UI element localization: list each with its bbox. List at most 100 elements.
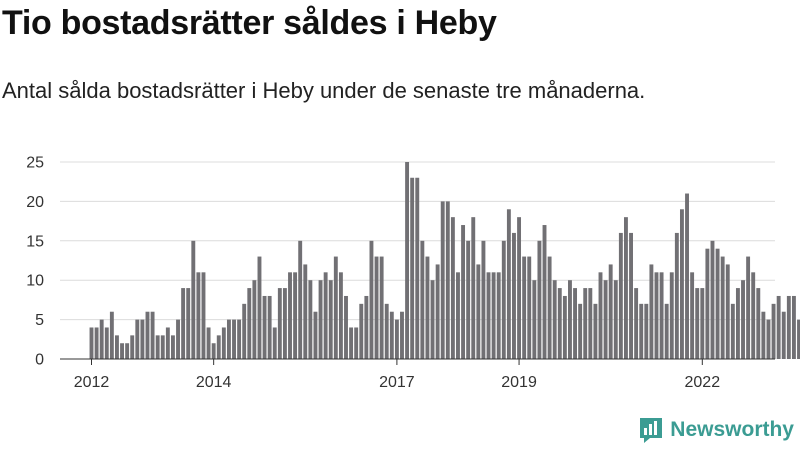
bar	[730, 303, 735, 359]
bars	[89, 162, 800, 359]
bar	[690, 272, 695, 359]
x-axis: 201220142017201920222024	[60, 358, 775, 391]
bar	[710, 240, 715, 359]
bar	[659, 272, 664, 359]
x-tick-label: 2014	[196, 374, 232, 391]
bar	[410, 177, 415, 359]
bar	[506, 209, 511, 359]
bar	[354, 327, 359, 359]
bar	[517, 217, 522, 359]
bar	[588, 288, 593, 359]
bar	[94, 327, 99, 359]
bar	[654, 272, 659, 359]
bar	[522, 256, 527, 359]
x-tick-label: 2012	[74, 374, 110, 391]
bar	[384, 303, 389, 359]
bar	[715, 248, 720, 359]
bar	[552, 280, 557, 359]
y-tick-label: 10	[26, 273, 44, 290]
bar	[532, 280, 537, 359]
bar	[359, 303, 364, 359]
bar	[791, 295, 796, 359]
bar	[598, 272, 603, 359]
bar	[99, 319, 104, 359]
bar	[481, 240, 486, 359]
bar	[735, 288, 740, 359]
bar	[282, 288, 287, 359]
bar	[170, 335, 175, 359]
bar	[751, 272, 756, 359]
bar	[746, 256, 751, 359]
bar	[277, 288, 282, 359]
bar	[608, 264, 613, 359]
x-tick-label: 2017	[379, 374, 415, 391]
bar	[461, 225, 466, 359]
bar	[303, 264, 308, 359]
bar	[242, 303, 247, 359]
bar	[629, 232, 633, 359]
bar	[186, 288, 191, 359]
bar	[160, 335, 165, 359]
x-tick-label: 2022	[685, 374, 721, 391]
bar	[415, 177, 420, 359]
bar	[557, 288, 562, 359]
bar	[369, 240, 374, 359]
bar	[471, 217, 476, 359]
bar	[725, 264, 730, 359]
bar	[786, 295, 791, 359]
bar	[496, 272, 501, 359]
bar	[542, 225, 547, 359]
bar	[664, 303, 669, 359]
bar	[364, 295, 369, 359]
bar	[318, 280, 323, 359]
bar	[216, 335, 221, 359]
bar	[420, 240, 425, 359]
bar	[501, 240, 506, 359]
bar	[181, 288, 186, 359]
bar	[537, 240, 542, 359]
bar	[272, 327, 277, 359]
bar	[109, 311, 114, 359]
bar	[328, 280, 333, 359]
bar	[618, 232, 623, 359]
bar	[781, 311, 786, 359]
bar	[547, 256, 552, 359]
bar	[435, 264, 440, 359]
newsworthy-logo-icon	[640, 418, 663, 443]
bar	[125, 343, 130, 359]
brand-name: Newsworthy	[670, 418, 794, 441]
bar	[308, 280, 313, 359]
x-tick-label: 2019	[501, 374, 537, 391]
bar	[232, 319, 236, 359]
chart-title: Tio bostadsrätter såldes i Heby	[2, 4, 497, 42]
newsworthy-brand: Newsworthy	[638, 416, 794, 444]
bar	[430, 280, 435, 359]
y-tick-label: 15	[26, 233, 44, 250]
bar	[155, 335, 160, 359]
bar	[374, 256, 379, 359]
bar	[191, 240, 196, 359]
bar	[593, 303, 598, 359]
bar	[797, 319, 800, 359]
bar	[115, 335, 119, 359]
bar	[293, 272, 298, 359]
bar	[89, 327, 94, 359]
bar	[573, 288, 577, 359]
bar	[761, 311, 766, 359]
bar	[527, 256, 532, 359]
bar	[613, 280, 618, 359]
bar	[211, 343, 216, 359]
bar	[756, 288, 761, 359]
bar	[476, 264, 481, 359]
chart-subtitle: Antal sålda bostadsrätter i Heby under d…	[2, 78, 646, 103]
bar	[165, 327, 170, 359]
bar	[425, 256, 430, 359]
y-tick-label: 0	[35, 352, 44, 369]
bar	[466, 240, 471, 359]
bar	[603, 280, 608, 359]
bar	[583, 288, 588, 359]
bar	[226, 319, 231, 359]
bar	[120, 343, 124, 359]
bar	[140, 319, 145, 359]
